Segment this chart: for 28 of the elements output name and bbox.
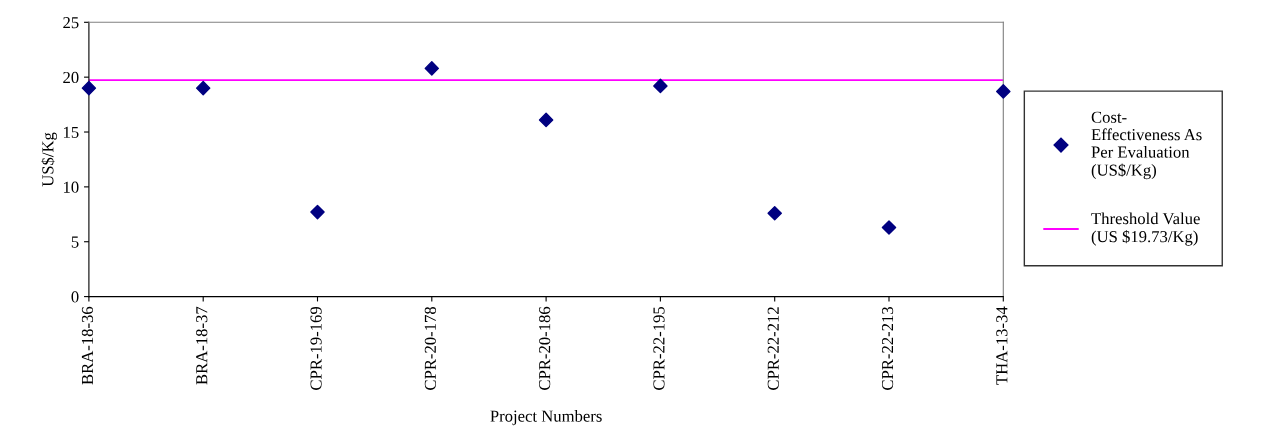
point <box>195 80 211 96</box>
x-tick-label: CPR-19-169 <box>310 306 322 390</box>
point <box>653 78 668 94</box>
point <box>881 220 897 235</box>
legend-label: Threshold Value (US $19.73/Kg) <box>1091 212 1200 246</box>
y-tick-label: 25 <box>63 17 79 29</box>
y-axis-title: US$/Kg <box>41 132 57 187</box>
x-tick-label: THA-13-34 <box>996 306 1008 385</box>
x-tick-label: CPR-20-186 <box>539 306 551 390</box>
x-tick-label: CPR-22-213 <box>881 306 894 390</box>
x-axis-title: Project Numbers <box>490 410 602 426</box>
point <box>538 112 554 128</box>
point <box>310 204 325 220</box>
legend-label: Cost- Effectiveness As Per Evaluation (US$/Kg) <box>1091 111 1202 180</box>
point <box>424 61 440 76</box>
point <box>81 80 97 96</box>
x-tick-label: BRA-18-36 <box>81 306 94 385</box>
y-tick-label: 20 <box>63 71 79 84</box>
y-tick-label: 15 <box>63 126 79 138</box>
y-tick-label: 5 <box>71 236 79 248</box>
y-tick-label: 10 <box>63 181 79 193</box>
x-tick-label: CPR-20-178 <box>424 306 436 390</box>
x-tick-label: CPR-22-212 <box>767 307 779 390</box>
point <box>767 205 782 221</box>
x-tick-label: BRA-18-37 <box>196 306 208 385</box>
y-tick-label: 0 <box>71 291 79 303</box>
x-tick-label: CPR-22-195 <box>653 306 665 390</box>
point <box>996 84 1011 99</box>
